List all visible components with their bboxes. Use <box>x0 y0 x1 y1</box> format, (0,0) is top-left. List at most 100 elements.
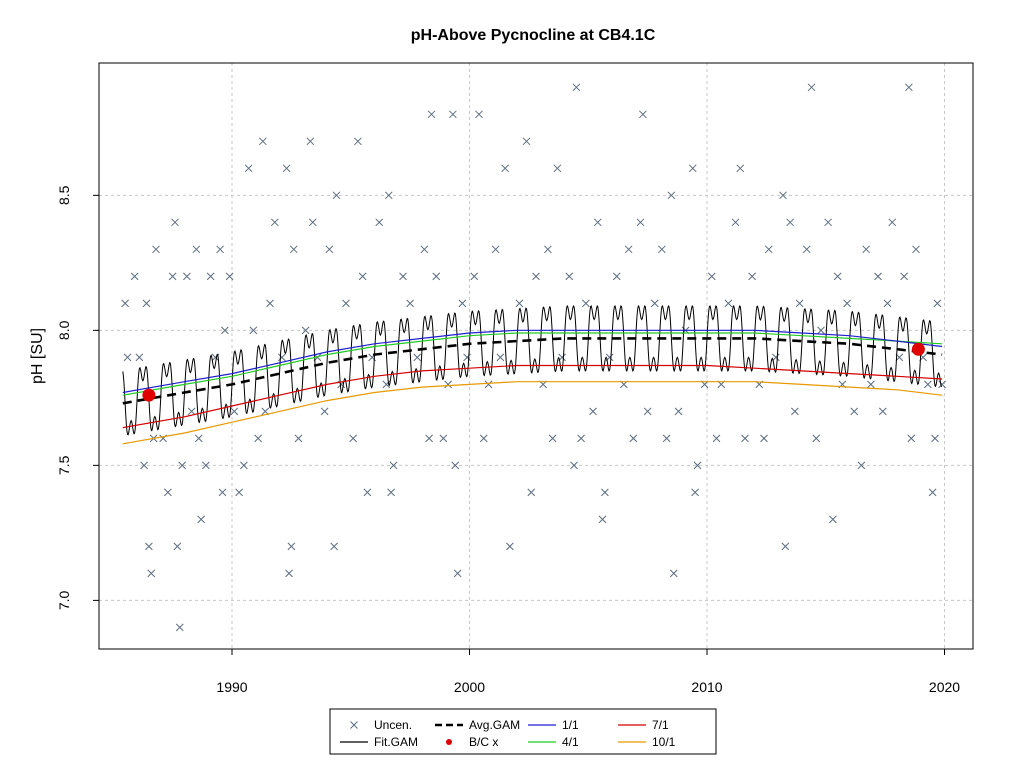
uncen-point <box>152 245 160 254</box>
uncen-point <box>444 380 452 389</box>
uncen-point <box>553 164 562 173</box>
uncen-point <box>375 218 384 227</box>
uncen-point <box>639 110 647 119</box>
uncen-point <box>458 299 467 308</box>
uncen-point <box>121 299 129 308</box>
uncen-point <box>354 137 362 146</box>
uncen-point <box>544 245 552 254</box>
uncen-point <box>399 272 407 281</box>
uncen-point <box>905 83 913 92</box>
legend-label: Fit.GAM <box>374 735 418 749</box>
uncen-point <box>142 299 151 308</box>
uncen-point <box>278 353 286 362</box>
uncen-point <box>577 434 585 443</box>
uncen-point <box>629 434 638 443</box>
grid <box>99 63 973 649</box>
uncen-point <box>650 299 659 308</box>
legend-label: 7/1 <box>652 718 669 732</box>
uncen-point <box>387 488 395 497</box>
uncen-point <box>308 218 317 227</box>
uncen-point <box>565 272 574 281</box>
uncen-point <box>582 299 590 308</box>
uncen-point <box>857 461 866 470</box>
uncen-point <box>178 461 186 470</box>
uncen-point <box>807 83 816 92</box>
series-line-1-1 <box>122 329 943 394</box>
uncen-point <box>928 488 937 497</box>
plot-background <box>99 63 973 649</box>
uncen-point <box>432 272 441 281</box>
uncen-point <box>786 218 794 227</box>
legend: Uncen. Fit.GAM Avg.GAM B/C x 1/1 4/1 7/1 10/1 <box>329 708 717 755</box>
uncen-point <box>479 434 488 443</box>
uncen-point <box>760 434 768 443</box>
uncen-point <box>420 245 429 254</box>
uncen-point <box>506 542 514 551</box>
uncen-point <box>572 83 581 92</box>
uncen-point <box>285 569 293 578</box>
uncen-point <box>244 164 253 173</box>
uncen-point <box>145 542 153 551</box>
uncen-point <box>712 434 721 443</box>
plot-frame <box>98 62 974 650</box>
bc-point <box>142 388 156 402</box>
uncen-point <box>413 353 422 362</box>
uncen-point <box>289 245 298 254</box>
series-layer <box>121 83 946 632</box>
uncen-point <box>427 110 436 119</box>
uncen-point <box>384 191 393 200</box>
uncen-point <box>589 407 597 416</box>
series-line-4-1 <box>122 332 943 396</box>
uncen-point <box>522 137 531 146</box>
uncen-point <box>707 272 716 281</box>
legend-item: 4/1 <box>528 735 579 749</box>
uncen-point <box>570 461 578 470</box>
uncen-point <box>667 191 676 200</box>
uncen-point <box>249 326 258 335</box>
uncen-point <box>168 272 177 281</box>
uncen-point <box>691 488 699 497</box>
uncen-point <box>781 542 790 551</box>
uncen-point <box>491 245 500 254</box>
uncen-point <box>601 488 609 497</box>
uncen-point <box>449 110 457 119</box>
uncen-point <box>643 407 652 416</box>
uncen-point <box>779 191 787 200</box>
uncen-point <box>850 407 859 416</box>
legend-item: Avg.GAM <box>435 718 520 732</box>
uncen-point <box>829 515 837 524</box>
uncen-point <box>218 488 227 497</box>
uncen-point <box>548 434 557 443</box>
uncen-point <box>192 245 201 254</box>
uncen-point <box>812 434 821 443</box>
uncen-point <box>907 434 916 443</box>
uncen-point <box>824 218 832 227</box>
uncen-point <box>933 299 942 308</box>
uncen-point <box>221 326 229 335</box>
uncen-point <box>669 569 678 578</box>
uncen-point <box>912 245 920 254</box>
uncen-point <box>453 569 462 578</box>
uncen-point <box>900 272 908 281</box>
legend-label: Uncen. <box>374 718 412 732</box>
uncen-point <box>206 272 215 281</box>
bc-point <box>911 342 925 356</box>
uncen-point <box>817 326 825 335</box>
legend-item: 1/1 <box>528 718 579 732</box>
uncen-point <box>612 272 621 281</box>
y-axis-title: pH [SU] <box>29 328 46 384</box>
uncen-point <box>240 461 248 470</box>
y-tick-label: 8.0 <box>56 320 72 340</box>
legend-item: 10/1 <box>618 735 676 749</box>
uncen-point <box>173 542 182 551</box>
uncen-point <box>883 299 892 308</box>
uncen-point <box>527 488 536 497</box>
uncen-point <box>888 218 897 227</box>
uncen-point <box>795 299 804 308</box>
uncen-point <box>230 407 239 416</box>
avg-gam-line <box>122 337 943 405</box>
uncen-point <box>862 245 870 254</box>
y-tick-label: 8.5 <box>56 185 72 205</box>
legend-label: 10/1 <box>652 735 676 749</box>
uncen-point <box>463 353 471 362</box>
